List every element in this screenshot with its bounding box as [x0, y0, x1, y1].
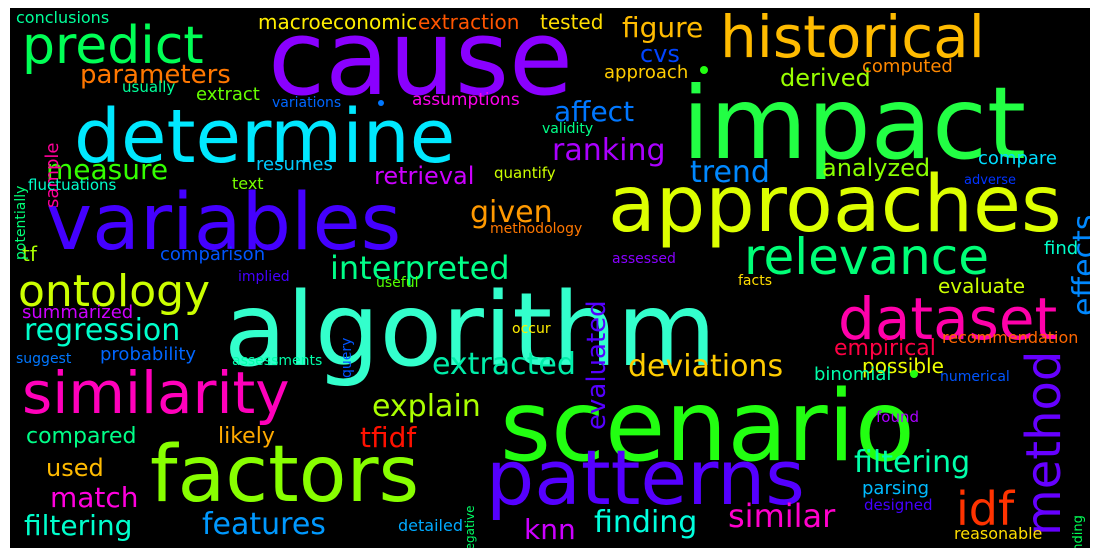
word-deviations: deviations	[628, 349, 784, 384]
word-validity: validity	[542, 121, 594, 137]
word-macroeconomic: macroeconomic	[258, 10, 418, 34]
dot-2	[910, 370, 918, 378]
dot-3	[378, 100, 384, 106]
word-conclusions: conclusions	[16, 8, 110, 27]
word-binomial: binomial	[814, 364, 892, 385]
word-given: given	[470, 195, 553, 230]
word-cloud: algorithm scenario cause impact approach…	[10, 8, 1090, 548]
word-resumes: resumes	[256, 154, 333, 175]
word-method: method	[1016, 350, 1072, 536]
word-cvs: cvs	[640, 40, 680, 68]
word-tfidf: tfidf	[360, 421, 417, 454]
word-affect: affect	[554, 95, 635, 128]
word-ontology: ontology	[18, 266, 211, 317]
word-similar: similar	[728, 497, 836, 535]
word-variables: variables	[46, 178, 402, 268]
word-extracted: extracted	[432, 347, 576, 382]
word-computed: computed	[862, 56, 953, 77]
word-effects: effects	[1067, 214, 1090, 316]
word-find: find	[1044, 238, 1079, 259]
word-tf: tf	[22, 242, 37, 266]
word-analyzed: analyzed	[822, 154, 931, 182]
word-summarized: summarized	[22, 302, 134, 323]
word-potentially: potentially	[13, 185, 29, 260]
word-designed: designed	[864, 496, 933, 514]
word-finding: finding	[594, 505, 698, 540]
word-evaluated: evaluated	[582, 300, 612, 430]
word-negative: negative	[463, 505, 477, 548]
word-determine: determine	[74, 94, 456, 180]
word-figure: figure	[622, 11, 704, 44]
word-assumptions: assumptions	[412, 90, 520, 110]
word-measure: measure	[46, 153, 169, 186]
word-occur: occur	[512, 321, 551, 337]
word-useful: useful	[376, 275, 419, 291]
word-possible: possible	[862, 354, 944, 378]
word-compare: compare	[978, 148, 1057, 169]
word-adverse: adverse	[964, 173, 1017, 188]
word-predict: predict	[22, 16, 204, 76]
word-implied: implied	[238, 269, 290, 285]
word-fluctuations: fluctuations	[28, 176, 117, 194]
word-parameters: parameters	[80, 60, 231, 90]
word-dataset: dataset	[838, 285, 1058, 353]
word-evaluate: evaluate	[938, 274, 1026, 298]
word-retrieval: retrieval	[374, 162, 475, 190]
word-similarity: similarity	[22, 359, 290, 427]
word-query: query	[339, 337, 355, 378]
word-patterns: patterns	[486, 433, 805, 522]
word-tested: tested	[540, 10, 604, 34]
dot-1	[700, 66, 708, 74]
word-numerical: numerical	[940, 369, 1010, 385]
word-knn: knn	[524, 513, 576, 546]
word-used: used	[46, 454, 104, 482]
word-idf: idf	[956, 482, 1015, 536]
word-suggest: suggest	[16, 351, 72, 367]
word-corresponding: corresponding	[1071, 515, 1086, 548]
word-regression: regression	[24, 313, 181, 348]
word-text: text	[232, 174, 264, 193]
word-facts: facts	[738, 273, 772, 289]
word-derived: derived	[780, 64, 871, 92]
word-assessments: assessments	[232, 353, 323, 369]
word-likely: likely	[218, 424, 275, 449]
word-algorithm: algorithm	[224, 271, 717, 390]
word-comparison: comparison	[160, 244, 266, 265]
word-usually: usually	[122, 78, 176, 96]
word-factors: factors	[150, 430, 420, 520]
word-interpreted: interpreted	[330, 249, 510, 287]
word-scenario: scenario	[500, 370, 915, 484]
word-quantify: quantify	[494, 164, 556, 182]
word-features: features	[202, 507, 326, 542]
word-recommendation: recommendation	[942, 328, 1079, 347]
word-reasonable: reasonable	[954, 524, 1043, 543]
word-impact: impact	[682, 65, 1027, 182]
word-variations: variations	[272, 95, 342, 111]
word-extract: extract	[196, 84, 260, 105]
word-approach: approach	[604, 62, 689, 83]
word-assessed: assessed	[612, 251, 676, 267]
word-filtering-1: filtering	[854, 445, 971, 480]
word-parsing: parsing	[862, 478, 930, 499]
word-filtering-2: filtering	[24, 509, 133, 542]
word-extraction: extraction	[418, 10, 520, 34]
word-empirical: empirical	[834, 336, 936, 361]
word-approaches: approaches	[608, 160, 1062, 250]
word-found: found	[876, 408, 919, 426]
word-historical: historical	[720, 8, 985, 71]
word-probability: probability	[100, 344, 197, 365]
word-detailed: detailed	[398, 516, 463, 535]
word-trend: trend	[690, 155, 770, 190]
word-match: match	[50, 481, 139, 514]
word-methodology: methodology	[490, 221, 583, 237]
word-ranking: ranking	[552, 133, 666, 168]
word-compared: compared	[26, 424, 137, 449]
word-relevance: relevance	[744, 228, 990, 286]
word-cause: cause	[268, 8, 573, 119]
word-explain: explain	[372, 389, 481, 424]
